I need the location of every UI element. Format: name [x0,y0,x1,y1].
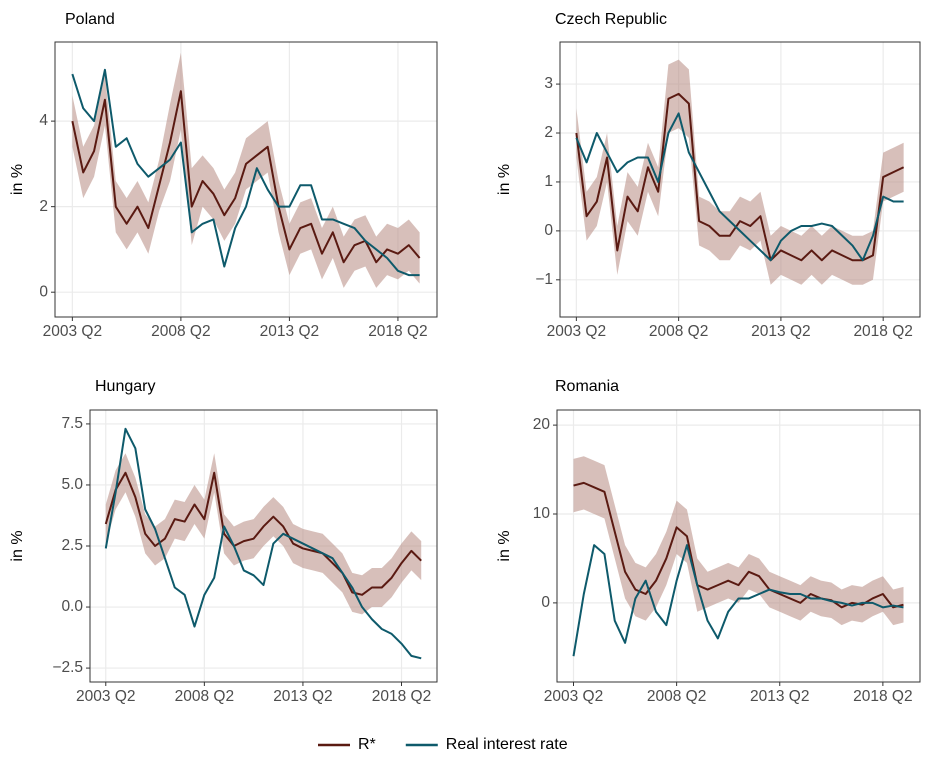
series-line [71,90,421,264]
panel: Hungary in % −2.5 0.0 2.5 5.0 7.5 2003 Q2 2008 Q… [9,378,438,705]
panel-title: Poland [65,11,115,28]
series-line [104,427,422,660]
y-tick-label: 2.5 [61,537,83,554]
x-tick-label: 2003 Q2 [76,688,135,705]
x-tick-label: 2008 Q2 [175,688,234,705]
y-tick-label: 0 [39,283,48,300]
y-tick-label: 0.0 [61,598,83,615]
y-tick-label: 0 [544,222,553,239]
x-tick-label: 2018 Q2 [853,688,912,705]
panel-title: Romania [555,378,619,395]
confidence-band [573,456,904,626]
panel: Poland in % 0 2 4 2003 Q2 2008 Q2 2013 Q2 2018 Q… [9,11,438,340]
x-tick-label: 2013 Q2 [751,323,810,340]
plot-background [557,410,920,682]
y-axis-label: in % [496,530,513,561]
x-tick-label: 2018 Q2 [853,323,912,340]
y-axis-label: in % [496,164,513,195]
legend: R* Real interest rate [318,736,568,753]
y-tick-label: 5.0 [61,476,83,493]
y-tick-label: 1 [544,173,553,190]
x-tick-label: 2003 Q2 [544,688,603,705]
y-tick-label: 2 [39,198,48,215]
confidence-band [72,52,420,288]
x-tick-label: 2003 Q2 [43,323,102,340]
y-tick-label: 4 [39,112,48,129]
y-axis-label: in % [9,530,26,561]
series-line [572,544,904,657]
x-tick-label: 2003 Q2 [547,323,606,340]
y-tick-label: 3 [544,75,553,92]
x-tick-label: 2018 Q2 [368,323,427,340]
panel-title: Czech Republic [555,11,667,28]
y-tick-label: −1 [535,271,553,288]
y-axis-label: in % [9,164,26,195]
x-tick-label: 2018 Q2 [372,688,431,705]
series-line [104,471,422,596]
panel: Czech Republic in % −1 0 1 2 3 2003 Q2 2008 Q2 20… [496,11,921,340]
x-tick-label: 2008 Q2 [151,323,210,340]
y-tick-label: −2.5 [52,659,83,676]
x-tick-label: 2013 Q2 [750,688,809,705]
x-tick-label: 2008 Q2 [647,688,706,705]
confidence-band [576,59,904,285]
x-tick-label: 2013 Q2 [260,323,319,340]
panel-border [89,409,438,683]
panel-border [54,41,438,318]
panel: Romania in % 0 10 20 2003 Q2 2008 Q2 2013 Q2 201… [496,378,921,705]
legend-label: R* [358,736,376,753]
legend-label: Real interest rate [446,736,568,753]
x-tick-label: 2008 Q2 [649,323,708,340]
panel-border [559,41,921,318]
y-tick-label: 10 [533,505,551,522]
panel-border [556,409,921,683]
x-tick-label: 2013 Q2 [273,688,332,705]
y-tick-label: 20 [533,416,551,433]
y-tick-label: 7.5 [61,415,83,432]
y-tick-label: 2 [544,124,553,141]
series-line [575,92,905,262]
series-line [575,112,904,262]
panel-title: Hungary [95,378,155,395]
series-line [71,68,420,277]
y-tick-label: 0 [541,594,550,611]
